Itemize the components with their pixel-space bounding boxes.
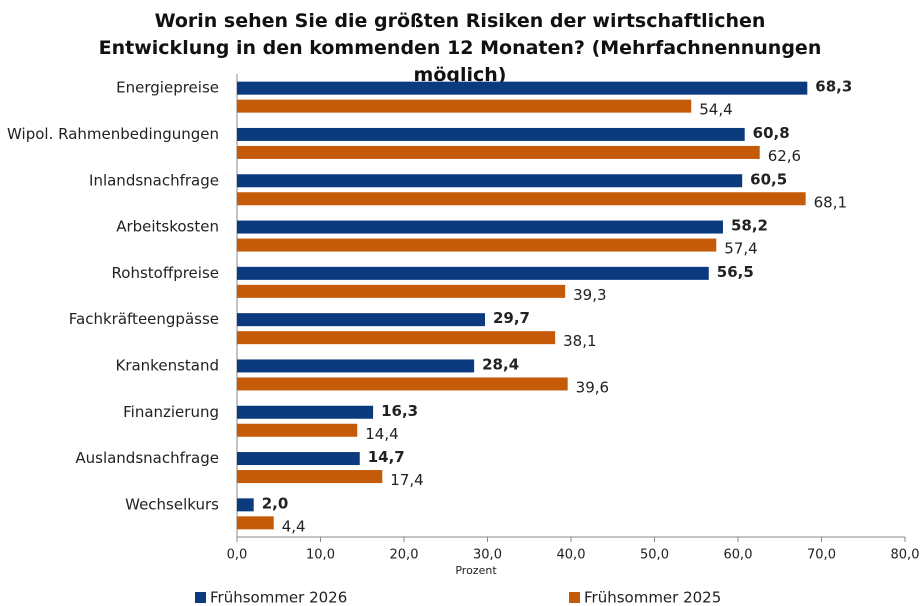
y-tick-label: Energiepreise [116,79,219,97]
bar [237,145,760,159]
x-tick-label: 50,0 [640,548,669,563]
x-tick-label: 40,0 [557,548,586,563]
value-label: 62,6 [768,147,801,165]
value-label: 38,1 [563,332,596,350]
bar [237,266,709,280]
chart-title: Worin sehen Sie die größten Risiken der … [98,10,822,86]
legend-swatch [569,592,580,603]
bar [237,220,723,234]
y-tick-label: Arbeitskosten [116,218,219,236]
y-tick-label: Wechselkurs [125,495,219,513]
value-label: 60,5 [750,170,787,188]
x-tick-label: 70,0 [807,548,836,563]
bar [237,81,808,95]
y-tick-label: Auslandsnachfrage [75,449,219,467]
bar [237,331,556,345]
value-label: 68,1 [814,193,847,211]
legend-label: Frühsommer 2025 [584,589,721,606]
value-label: 54,4 [699,101,732,119]
value-label: 58,2 [731,217,768,235]
x-axis-label: Prozent [455,564,497,577]
legend-label: Frühsommer 2026 [210,589,347,606]
value-label: 14,4 [365,425,398,443]
y-tick-label: Rohstoffpreise [112,264,219,282]
bar [237,359,475,373]
value-label: 28,4 [482,355,519,373]
value-label: 56,5 [717,263,754,281]
x-tick-label: 60,0 [724,548,753,563]
value-label: 4,4 [282,517,306,535]
value-label: 60,8 [753,124,790,142]
value-label: 39,3 [573,286,606,304]
value-label: 2,0 [262,494,289,512]
value-label: 68,3 [815,78,852,96]
x-tick-label: 10,0 [306,548,335,563]
bar [237,284,566,298]
bar [237,174,743,188]
x-tick-label: 0,0 [227,548,248,563]
value-label: 14,7 [368,448,405,466]
bar [237,238,717,252]
bar [237,498,254,512]
y-tick-label: Wipol. Rahmenbedingungen [7,125,219,143]
value-label: 39,6 [576,378,609,396]
bar [237,423,358,437]
y-tick-label: Fachkräfteengpässe [69,310,219,328]
value-label: 57,4 [724,240,757,258]
bar [237,516,274,530]
bar [237,452,360,466]
value-label: 29,7 [493,309,530,327]
y-tick-label: Finanzierung [123,403,219,421]
legend-swatch [195,592,206,603]
y-tick-label: Inlandsnachfrage [89,171,219,189]
bar [237,313,485,327]
x-tick-label: 80,0 [891,548,920,563]
y-tick-label: Krankenstand [115,356,219,374]
bar [237,377,568,391]
bar [237,99,692,113]
x-tick-label: 30,0 [473,548,502,563]
value-label: 16,3 [381,402,418,420]
bar [237,405,374,419]
value-label: 17,4 [390,471,423,489]
bar [237,470,383,484]
bar [237,192,806,206]
bar [237,127,745,141]
x-tick-label: 20,0 [390,548,419,563]
